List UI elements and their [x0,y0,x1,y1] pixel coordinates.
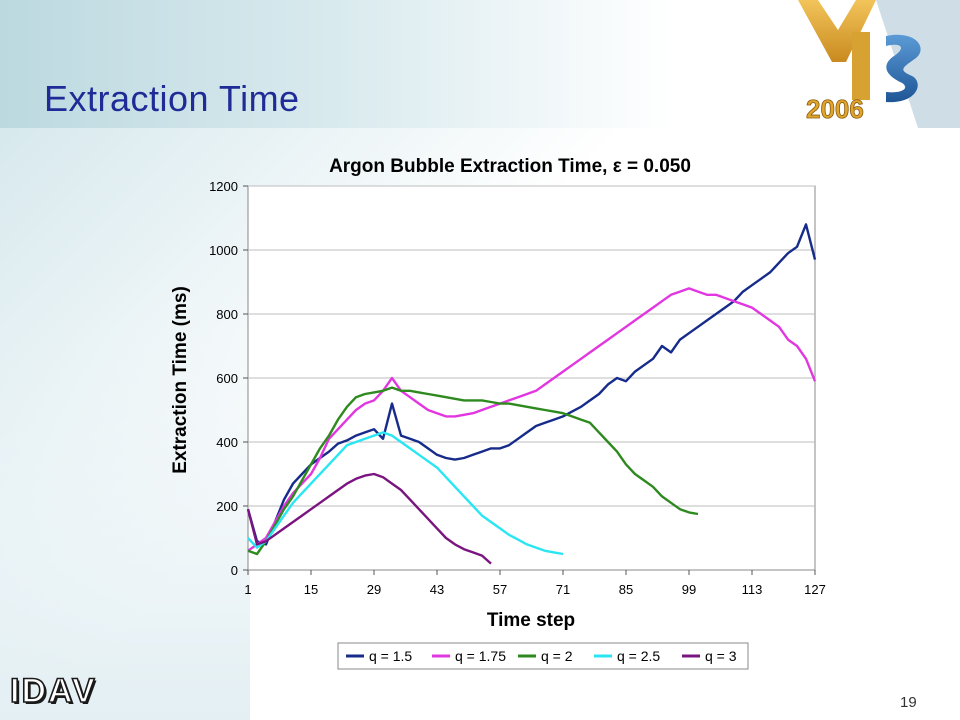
x-axis-label: Time step [487,610,575,631]
y-tick-label: 800 [216,307,238,322]
plot-area: 0 200 400 600 800 1000 1200 1 15 29 43 57 71 85 99 113 1… [209,179,826,597]
y-tick-label: 1200 [209,179,238,194]
y-tick-label: 600 [216,371,238,386]
y-tick-label: 0 [231,563,238,578]
x-tick-label: 29 [367,582,381,597]
x-tick-label: 57 [493,582,507,597]
legend-label: q = 1.75 [455,648,506,664]
series-line-4 [247,431,564,556]
x-tick-label: 99 [682,582,696,597]
header-band [0,0,960,128]
series-line-1 [246,223,817,546]
vis-year: 2006 [806,94,864,124]
chart-title: Argon Bubble Extraction Time, ε = 0.050 [329,156,691,177]
y-tick-label: 400 [216,435,238,450]
idav-logo: IDAV [9,671,97,711]
series-line-2 [247,287,817,552]
x-tick-label: 43 [430,582,444,597]
legend-box [337,642,749,670]
x-tick-label: 71 [556,582,570,597]
y-tick-label: 1000 [209,243,238,258]
legend-label: q = 2.5 [617,648,660,664]
vis-2006-logo: 2006 [798,0,960,128]
legend-label: q = 2 [541,648,573,664]
legend-label: q = 1.5 [369,648,412,664]
slide-background-accent [0,330,250,720]
line-chart: Argon Bubble Extraction Time, ε = 0.050 … [170,156,826,670]
series-line-5 [246,472,492,565]
legend-label: q = 3 [705,648,737,664]
y-axis-label: Extraction Time (ms) [170,286,191,474]
y-tick-label: 200 [216,499,238,514]
page-number: 19 [900,694,917,711]
slide-title: Extraction Time [44,78,300,119]
x-tick-label: 85 [619,582,633,597]
series-line-3 [247,386,699,556]
chart-legend: q = 1.5 q = 1.75 q = 2 q = 2.5 q = 3 [337,642,749,670]
chart-container: Argon Bubble Extraction Time, ε = 0.050 … [160,140,840,680]
x-tick-label: 113 [742,582,763,597]
x-tick-label: 1 [244,582,251,597]
x-tick-label: 15 [304,582,318,597]
vis-v-letter [798,0,876,62]
x-tick-label: 127 [804,582,826,597]
